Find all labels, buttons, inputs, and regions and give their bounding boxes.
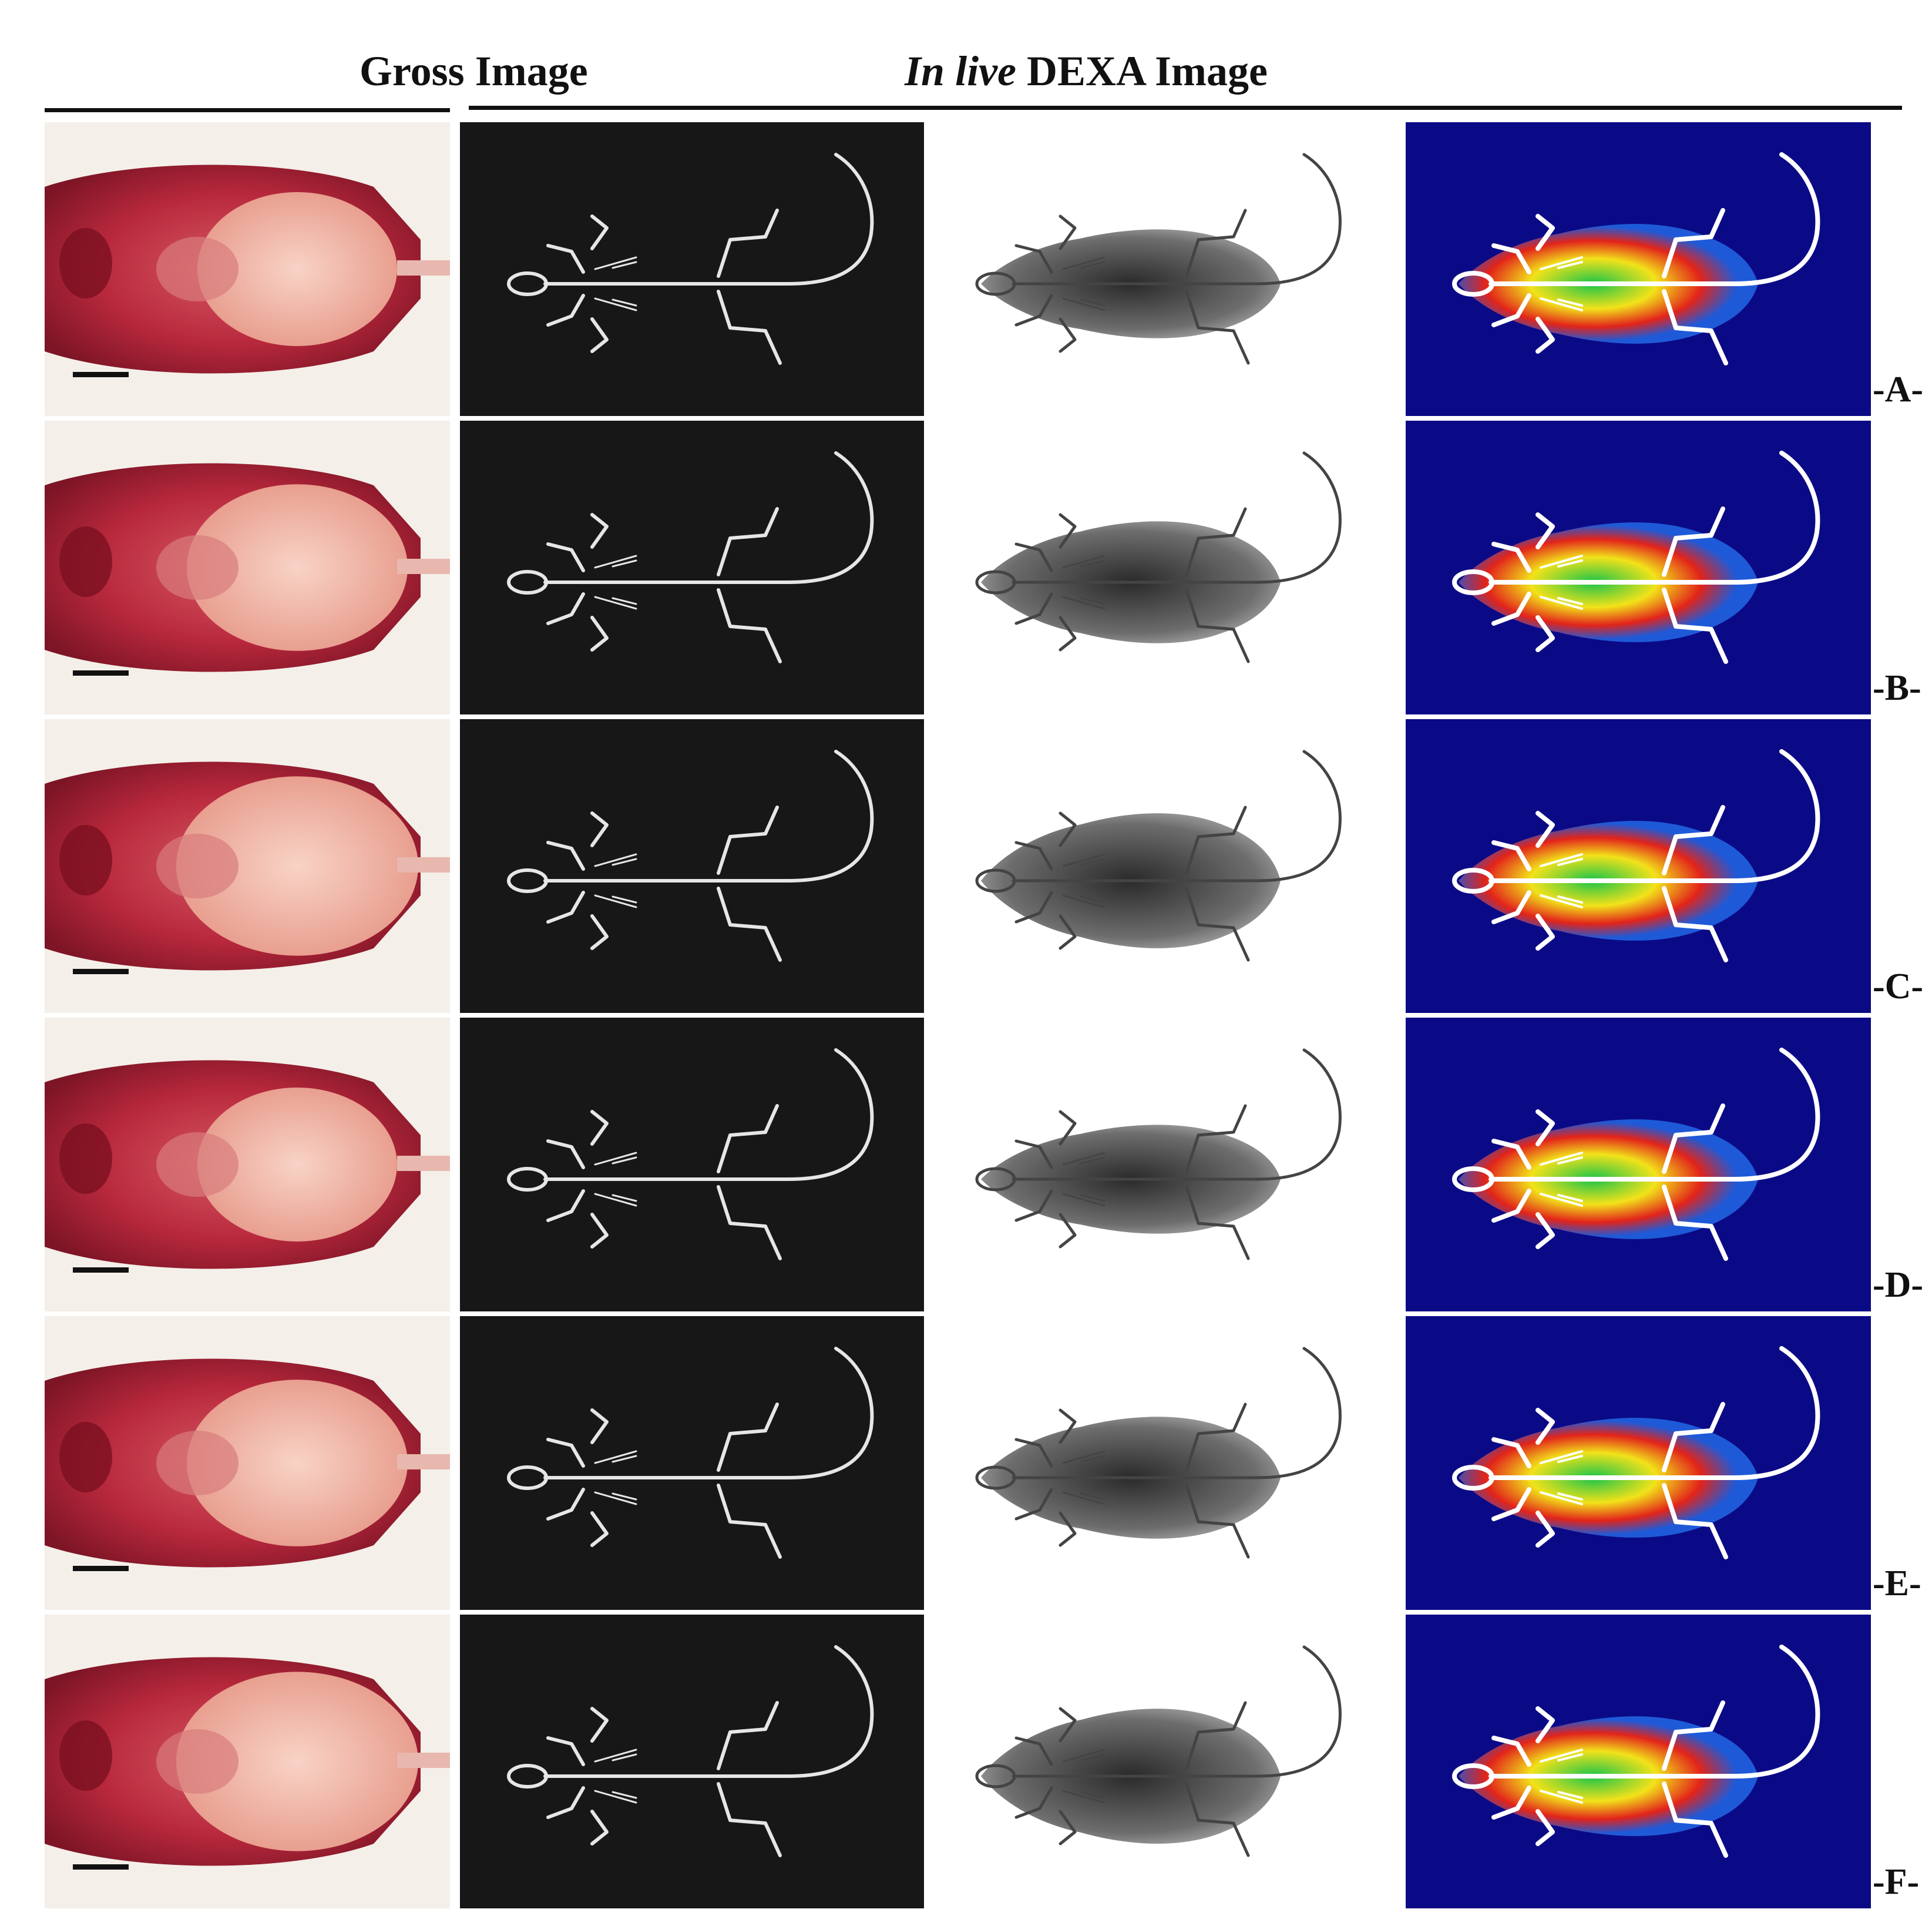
dexa-bone-panel: [460, 1615, 924, 1908]
abdominal-fat-pad: [187, 484, 408, 651]
dexa-heading-italic: In live: [905, 48, 1016, 95]
dexa-soft-tissue-panel: [928, 1615, 1392, 1908]
row-label: -C-: [1873, 967, 1924, 1006]
gross-image-panel: [45, 1018, 450, 1311]
gross-heading-rule: [45, 108, 450, 112]
gross-image-panel: [45, 1615, 450, 1908]
figure-row: -B-: [0, 421, 1932, 714]
abdominal-fat-pad: [176, 1672, 418, 1851]
abdominal-fat-pad: [176, 776, 418, 956]
figure-row: -A-: [0, 122, 1932, 416]
figure-row: -E-: [0, 1316, 1932, 1610]
figure-row: -F-: [0, 1615, 1932, 1908]
row-label: -D-: [1873, 1265, 1924, 1305]
abdominal-fat-pad: [197, 1088, 397, 1242]
scale-bar: [73, 1864, 129, 1870]
row-label: -E-: [1873, 1563, 1921, 1603]
row-label: -A-: [1873, 370, 1924, 410]
dexa-fat-map-panel: [1406, 1018, 1871, 1311]
scale-bar: [73, 670, 129, 676]
row-label: -F-: [1873, 1862, 1920, 1902]
dexa-bone-panel: [460, 1018, 924, 1311]
scale-bar: [73, 372, 129, 377]
dexa-fat-map-panel: [1406, 1615, 1871, 1908]
dexa-heading-text: DEXA Image: [1016, 48, 1268, 95]
scale-bar: [73, 1566, 129, 1571]
dexa-soft-tissue-panel: [928, 719, 1392, 1013]
dexa-soft-tissue-panel: [928, 421, 1392, 714]
gross-image-panel: [45, 1316, 450, 1610]
scale-bar: [73, 969, 129, 974]
dexa-bone-panel: [460, 719, 924, 1013]
dexa-bone-panel: [460, 421, 924, 714]
abdominal-fat-pad: [197, 192, 397, 346]
dexa-fat-map-panel: [1406, 421, 1871, 714]
dexa-heading-rule: [469, 106, 1902, 110]
dexa-bone-panel: [460, 122, 924, 416]
scale-bar: [73, 1267, 129, 1273]
dexa-soft-tissue-panel: [928, 1316, 1392, 1610]
figure-row: -C-: [0, 719, 1932, 1013]
gross-image-panel: [45, 122, 450, 416]
dexa-bone-panel: [460, 1316, 924, 1610]
abdominal-fat-pad: [187, 1380, 408, 1546]
dexa-image-heading: In live DEXA Image: [905, 47, 1268, 96]
dexa-fat-map-panel: [1406, 1316, 1871, 1610]
dexa-fat-map-panel: [1406, 719, 1871, 1013]
gross-image-panel: [45, 421, 450, 714]
gross-image-heading: Gross Image: [359, 48, 588, 95]
figure-row: -D-: [0, 1018, 1932, 1311]
dexa-soft-tissue-panel: [928, 122, 1392, 416]
dexa-soft-tissue-panel: [928, 1018, 1392, 1311]
row-label: -B-: [1873, 668, 1921, 708]
dexa-fat-map-panel: [1406, 122, 1871, 416]
gross-image-panel: [45, 719, 450, 1013]
